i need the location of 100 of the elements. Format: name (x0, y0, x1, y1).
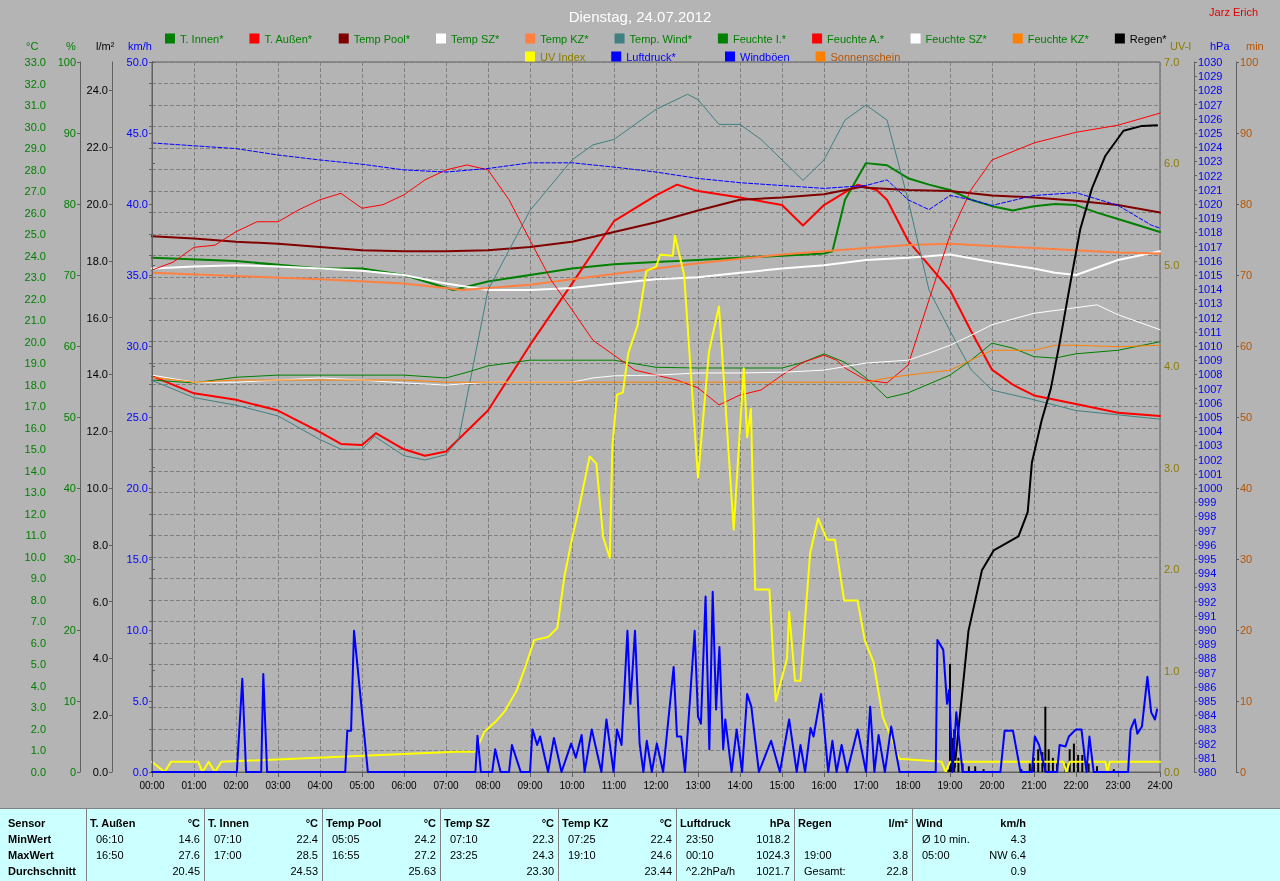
y2-tick-label: 80 (63, 198, 76, 210)
y2-tick-label: 100 (57, 56, 76, 68)
y3-tick-label: 0.0 (92, 766, 108, 778)
y2-tick-label: 984 (1198, 709, 1217, 722)
y2-axis-title: hPa (1210, 39, 1231, 52)
text: 19:00 (804, 848, 832, 862)
y2-tick-label: 0 (69, 766, 76, 778)
y2-tick-label: 30 (63, 553, 76, 565)
y2-tick-label: 20 (1240, 624, 1253, 636)
y-tick-label: 0.0 (30, 766, 46, 778)
text: hPa (769, 816, 790, 830)
text: Jarz Erich (1209, 5, 1259, 18)
text: 24.3 (532, 848, 554, 862)
x-tick-label: 10:00 (559, 779, 585, 791)
text: 07:10 (450, 832, 478, 846)
y-tick-label: 50.0 (126, 56, 148, 68)
text: 27.6 (178, 848, 200, 862)
y-tick-label: 29.0 (24, 142, 46, 155)
y-tick-label: 30.0 (126, 340, 148, 352)
y2-tick-label: 997 (1198, 524, 1217, 537)
text: Durchschnitt (8, 864, 76, 878)
y-tick-label: 5.0 (132, 695, 148, 707)
y-tick-label: 7.0 (1164, 56, 1180, 68)
legend-label: Temp. Wind* (629, 32, 693, 45)
legend-label: Feuchte A.* (827, 32, 885, 45)
text: 07:10 (214, 832, 242, 846)
x-tick-label: 21:00 (1021, 779, 1047, 791)
y3-axis-title: l/m² (96, 39, 115, 52)
y2-tick-label: 1017 (1198, 240, 1223, 253)
y2-tick-label: 1011 (1198, 325, 1222, 338)
y-tick-label: 4.0 (1164, 360, 1180, 373)
text: ^2.2hPa/h (686, 864, 736, 878)
text: °C (541, 816, 554, 830)
y2-tick-label: 60 (1240, 340, 1253, 352)
text: 24.6 (650, 848, 672, 862)
y2-tick-label: 1026 (1198, 112, 1223, 125)
y3-tick-label: 14.0 (86, 368, 108, 381)
y3-tick-label: 2.0 (92, 709, 108, 722)
text: 24.53 (290, 864, 318, 878)
text: 4.3 (1010, 832, 1026, 846)
text: 07:25 (568, 832, 596, 846)
text: NW 6.4 (989, 848, 1026, 862)
y-tick-label: 35.0 (126, 269, 148, 281)
text: l/m² (888, 816, 908, 830)
text: Temp KZ (562, 816, 609, 830)
y2-tick-label: 1006 (1198, 396, 1223, 409)
y2-tick-label: 50 (63, 411, 76, 423)
y2-tick-label: 10 (1240, 695, 1253, 707)
y2-tick-label: 40 (63, 482, 76, 494)
legend-label: Temp KZ* (540, 32, 590, 45)
y-tick-label: 13.0 (24, 486, 46, 499)
y2-tick-label: 1002 (1198, 453, 1223, 466)
y-tick-label: 25.0 (126, 411, 148, 423)
y3-tick-label: 4.0 (92, 652, 108, 665)
y-tick-label: 3.0 (30, 701, 46, 714)
y-tick-label: 3.0 (1164, 461, 1180, 474)
y-tick-label: 5.0 (30, 658, 46, 671)
y-tick-label: 14.0 (24, 464, 46, 477)
legend-label: Feuchte KZ* (1027, 32, 1090, 45)
y-tick-label: 28.0 (24, 163, 46, 176)
y-tick-label: 4.0 (30, 679, 46, 692)
y-tick-label: 2.0 (30, 722, 46, 735)
y2-tick-label: 1013 (1198, 297, 1223, 310)
y2-tick-label: 1015 (1198, 269, 1223, 281)
text: 23.30 (526, 864, 554, 878)
y2-tick-label: 70 (1240, 269, 1253, 281)
x-tick-label: 07:00 (433, 779, 459, 791)
y2-tick-label: 80 (1240, 198, 1253, 210)
text: 22.8 (886, 864, 908, 878)
y-tick-label: 33.0 (24, 56, 46, 68)
text: 05:00 (922, 848, 950, 862)
text: 23:25 (450, 848, 478, 862)
y2-tick-label: 1020 (1198, 198, 1223, 210)
text: 06:10 (96, 832, 124, 846)
text: 05:05 (332, 832, 360, 846)
y2-tick-label: 1005 (1198, 411, 1223, 423)
x-tick-label: 23:00 (1105, 779, 1131, 791)
y-tick-label: 8.0 (30, 593, 46, 606)
y2-tick-label: 1012 (1198, 311, 1223, 324)
y2-tick-label: 1030 (1198, 56, 1223, 68)
legend-label: UV Index (540, 50, 586, 63)
x-tick-label: 05:00 (349, 779, 375, 791)
text: 14.6 (178, 832, 200, 846)
y-tick-label: 20.0 (24, 335, 46, 348)
y2-tick-label: 60 (63, 340, 76, 352)
text: 00:10 (686, 848, 714, 862)
y-axis-title: km/h (128, 39, 152, 52)
y2-tick-label: 40 (1240, 482, 1253, 494)
text: T. Außen (90, 816, 136, 830)
y-tick-label: 26.0 (24, 206, 46, 219)
y3-tick-label: 20.0 (86, 198, 108, 210)
legend-label: Sonnenschein (830, 50, 901, 63)
text: 27.2 (414, 848, 436, 862)
text: MinWert (8, 832, 52, 846)
text: 1024.3 (756, 848, 790, 862)
x-tick-label: 20:00 (979, 779, 1005, 791)
legend-label: Temp SZ* (450, 32, 500, 45)
y2-tick-label: 985 (1198, 695, 1217, 707)
x-tick-label: 19:00 (937, 779, 963, 791)
text: Temp Pool (326, 816, 382, 830)
